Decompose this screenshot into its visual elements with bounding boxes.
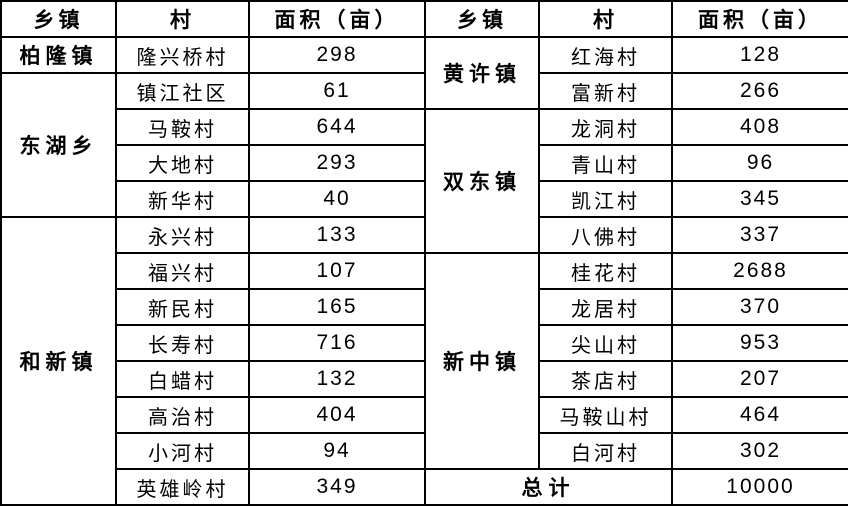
village-cell: 茶店村	[538, 360, 673, 398]
village-cell: 富新村	[538, 72, 673, 110]
table-row: 白蜡村 132 茶店村 207	[1, 360, 848, 398]
village-cell: 尖山村	[538, 324, 673, 362]
township-cell: 和新镇	[0, 216, 117, 506]
area-cell: 132	[248, 360, 426, 398]
village-cell: 永兴村	[115, 216, 250, 254]
township-cell: 双东镇	[424, 108, 540, 254]
area-cell: 293	[248, 144, 426, 182]
village-cell: 英雄岭村	[115, 468, 250, 506]
area-cell: 345	[671, 180, 848, 218]
area-cell: 207	[671, 360, 848, 398]
village-cell: 镇江社区	[115, 72, 250, 110]
area-cell: 61	[248, 72, 426, 110]
village-cell: 龙洞村	[538, 108, 673, 146]
township-cell: 东湖乡	[0, 72, 117, 218]
village-cell: 长寿村	[115, 324, 250, 362]
table-row: 小河村 94 白河村 302	[1, 432, 848, 470]
area-cell: 349	[248, 468, 426, 506]
village-cell: 小河村	[115, 432, 250, 470]
area-cell: 404	[248, 396, 426, 434]
area-cell: 337	[671, 216, 848, 254]
village-cell: 隆兴桥村	[115, 36, 250, 74]
village-cell: 马鞍村	[115, 108, 250, 146]
table-row: 新华村 40 凯江村 345	[1, 180, 848, 218]
area-cell: 2688	[671, 252, 848, 290]
area-cell: 408	[671, 108, 848, 146]
area-cell: 107	[248, 252, 426, 290]
village-cell: 白河村	[538, 432, 673, 470]
village-cell: 新民村	[115, 288, 250, 326]
village-cell: 八佛村	[538, 216, 673, 254]
table-row: 新民村 165 龙居村 370	[1, 288, 848, 326]
header-township-left: 乡镇	[0, 0, 117, 38]
table-row: 长寿村 716 尖山村 953	[1, 324, 848, 362]
area-cell: 266	[671, 72, 848, 110]
township-cell: 柏隆镇	[0, 36, 117, 74]
area-cell: 953	[671, 324, 848, 362]
village-cell: 新华村	[115, 180, 250, 218]
area-cell: 40	[248, 180, 426, 218]
total-value-cell: 10000	[671, 468, 848, 506]
village-cell: 龙居村	[538, 288, 673, 326]
village-cell: 福兴村	[115, 252, 250, 290]
area-cell: 464	[671, 396, 848, 434]
area-cell: 133	[248, 216, 426, 254]
township-cell: 新中镇	[424, 252, 540, 470]
area-cell: 165	[248, 288, 426, 326]
area-cell: 94	[248, 432, 426, 470]
area-cell: 644	[248, 108, 426, 146]
table-row: 马鞍村 644 双东镇 龙洞村 408	[1, 108, 848, 254]
area-cell: 302	[671, 432, 848, 470]
village-cell: 青山村	[538, 144, 673, 182]
table-row: 福兴村 107 新中镇 桂花村 2688	[1, 252, 848, 470]
village-cell: 凯江村	[538, 180, 673, 218]
village-cell: 白蜡村	[115, 360, 250, 398]
total-label-cell: 总计	[424, 468, 673, 506]
header-area-left: 面积（亩）	[248, 0, 426, 38]
table-row: 柏隆镇 隆兴桥村 298 黄许镇 红海村 128	[0, 36, 848, 110]
village-cell: 马鞍山村	[538, 396, 673, 434]
header-area-right: 面积（亩）	[671, 0, 848, 38]
table-row: 大地村 293 青山村 96	[1, 144, 848, 182]
village-cell: 红海村	[538, 36, 673, 74]
header-row: 乡镇 村 面积（亩） 乡镇 村 面积（亩）	[0, 0, 848, 38]
area-cell: 128	[671, 36, 848, 74]
area-cell: 298	[248, 36, 426, 74]
village-cell: 大地村	[115, 144, 250, 182]
table-row: 英雄岭村 349 总计 10000	[1, 468, 848, 506]
table-row: 和新镇 永兴村 133 八佛村 337	[0, 216, 848, 506]
township-cell: 黄许镇	[424, 36, 540, 110]
area-cell: 716	[248, 324, 426, 362]
area-cell: 370	[671, 288, 848, 326]
table-row: 东湖乡 镇江社区 61 富新村 266	[0, 72, 848, 218]
village-cell: 高治村	[115, 396, 250, 434]
village-cell: 桂花村	[538, 252, 673, 290]
area-cell: 96	[671, 144, 848, 182]
table-row: 高治村 404 马鞍山村 464	[1, 396, 848, 434]
header-village-left: 村	[115, 0, 250, 38]
header-township-right: 乡镇	[424, 0, 540, 38]
header-village-right: 村	[538, 0, 673, 38]
